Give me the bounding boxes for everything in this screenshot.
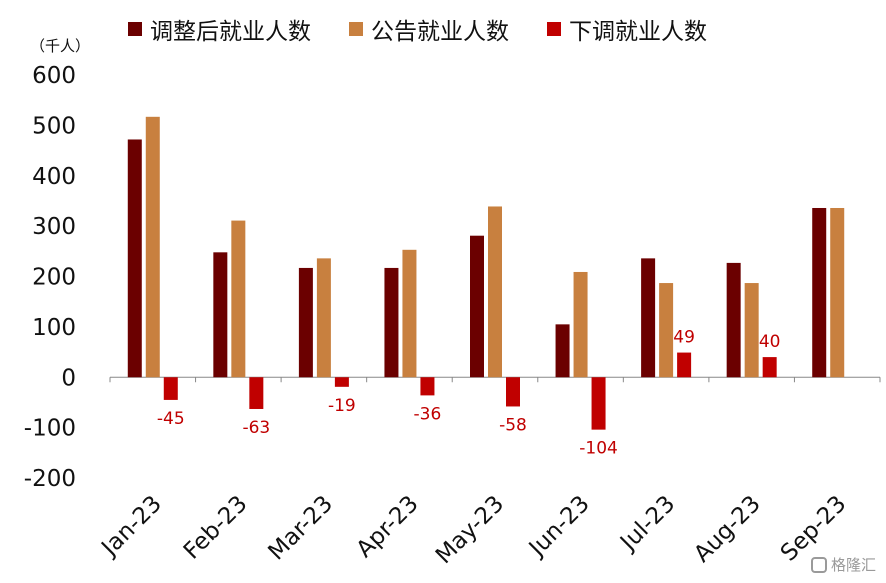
bar-announced: [316, 258, 331, 378]
y-tick-label: 100: [32, 315, 76, 341]
x-tick-label: Jan-23: [96, 491, 167, 562]
legend-item-revision: 下调就业人数: [547, 12, 707, 46]
bar-announced: [488, 206, 502, 378]
legend-label-adjusted: 调整后就业人数: [150, 19, 311, 45]
y-tick-label: -200: [24, 466, 76, 492]
bar-announced: [659, 283, 674, 378]
bar-adjusted: [555, 324, 570, 378]
data-label-revision: -104: [579, 439, 618, 459]
legend-swatch-adjusted: [128, 22, 142, 36]
legend-label-announced: 公告就业人数: [371, 19, 509, 45]
bar-adjusted: [812, 207, 827, 378]
data-label-revision: -36: [414, 404, 442, 424]
y-tick-label: 300: [32, 214, 76, 240]
y-tick-label: -100: [24, 416, 76, 442]
legend-item-announced: 公告就业人数: [349, 12, 509, 46]
bar-revision: [163, 377, 178, 400]
y-tick-label: 200: [32, 265, 76, 291]
x-tick-label: Jul-23: [614, 491, 680, 557]
watermark: 格隆汇: [810, 554, 876, 575]
data-label-revision: 40: [759, 332, 781, 352]
watermark-logo-icon: [810, 556, 827, 573]
y-tick-label: 600: [32, 63, 76, 89]
x-tick-label: Feb-23: [179, 491, 253, 565]
x-tick-label: Apr-23: [352, 491, 424, 563]
bar-adjusted: [127, 139, 142, 378]
bar-adjusted: [641, 258, 656, 378]
bar-announced: [145, 116, 160, 378]
bar-revision: [506, 377, 520, 407]
bar-revision: [249, 377, 264, 409]
bar-adjusted: [298, 267, 313, 378]
bar-announced: [573, 271, 588, 378]
y-tick-label: 500: [32, 113, 76, 139]
bar-revision: [420, 377, 435, 396]
data-label-revision: -63: [242, 418, 270, 438]
bar-adjusted: [726, 262, 741, 378]
y-axis-unit-label: （千人）: [30, 37, 91, 55]
bar-revision: [334, 377, 349, 387]
bar-announced: [402, 249, 417, 378]
bar-announced: [830, 207, 845, 378]
x-tick-label: May-23: [431, 491, 509, 569]
bar-revision: [591, 377, 606, 430]
x-tick-label: Mar-23: [264, 491, 339, 566]
x-tick-label: Jun-23: [523, 491, 595, 563]
x-tick-label: Aug-23: [689, 491, 766, 568]
data-label-revision: -58: [499, 415, 527, 435]
y-tick-label: 400: [32, 164, 76, 190]
y-tick-label: 0: [61, 365, 76, 391]
legend-swatch-announced: [349, 22, 363, 36]
legend-label-revision: 下调就业人数: [569, 19, 707, 45]
data-label-revision: -45: [157, 409, 185, 429]
bar-announced: [231, 220, 246, 378]
watermark-text: 格隆汇: [830, 556, 876, 574]
legend-item-adjusted: 调整后就业人数: [128, 12, 311, 46]
bar-announced: [744, 283, 759, 378]
data-label-revision: -19: [328, 396, 356, 416]
bar-adjusted: [470, 235, 484, 378]
bar-revision: [762, 357, 777, 378]
legend: 调整后就业人数 公告就业人数 下调就业人数: [128, 12, 745, 46]
legend-swatch-revision: [547, 22, 561, 36]
bar-adjusted: [384, 267, 399, 378]
bar-adjusted: [213, 252, 228, 378]
bar-revision: [677, 352, 692, 378]
data-label-revision: 49: [673, 328, 695, 348]
